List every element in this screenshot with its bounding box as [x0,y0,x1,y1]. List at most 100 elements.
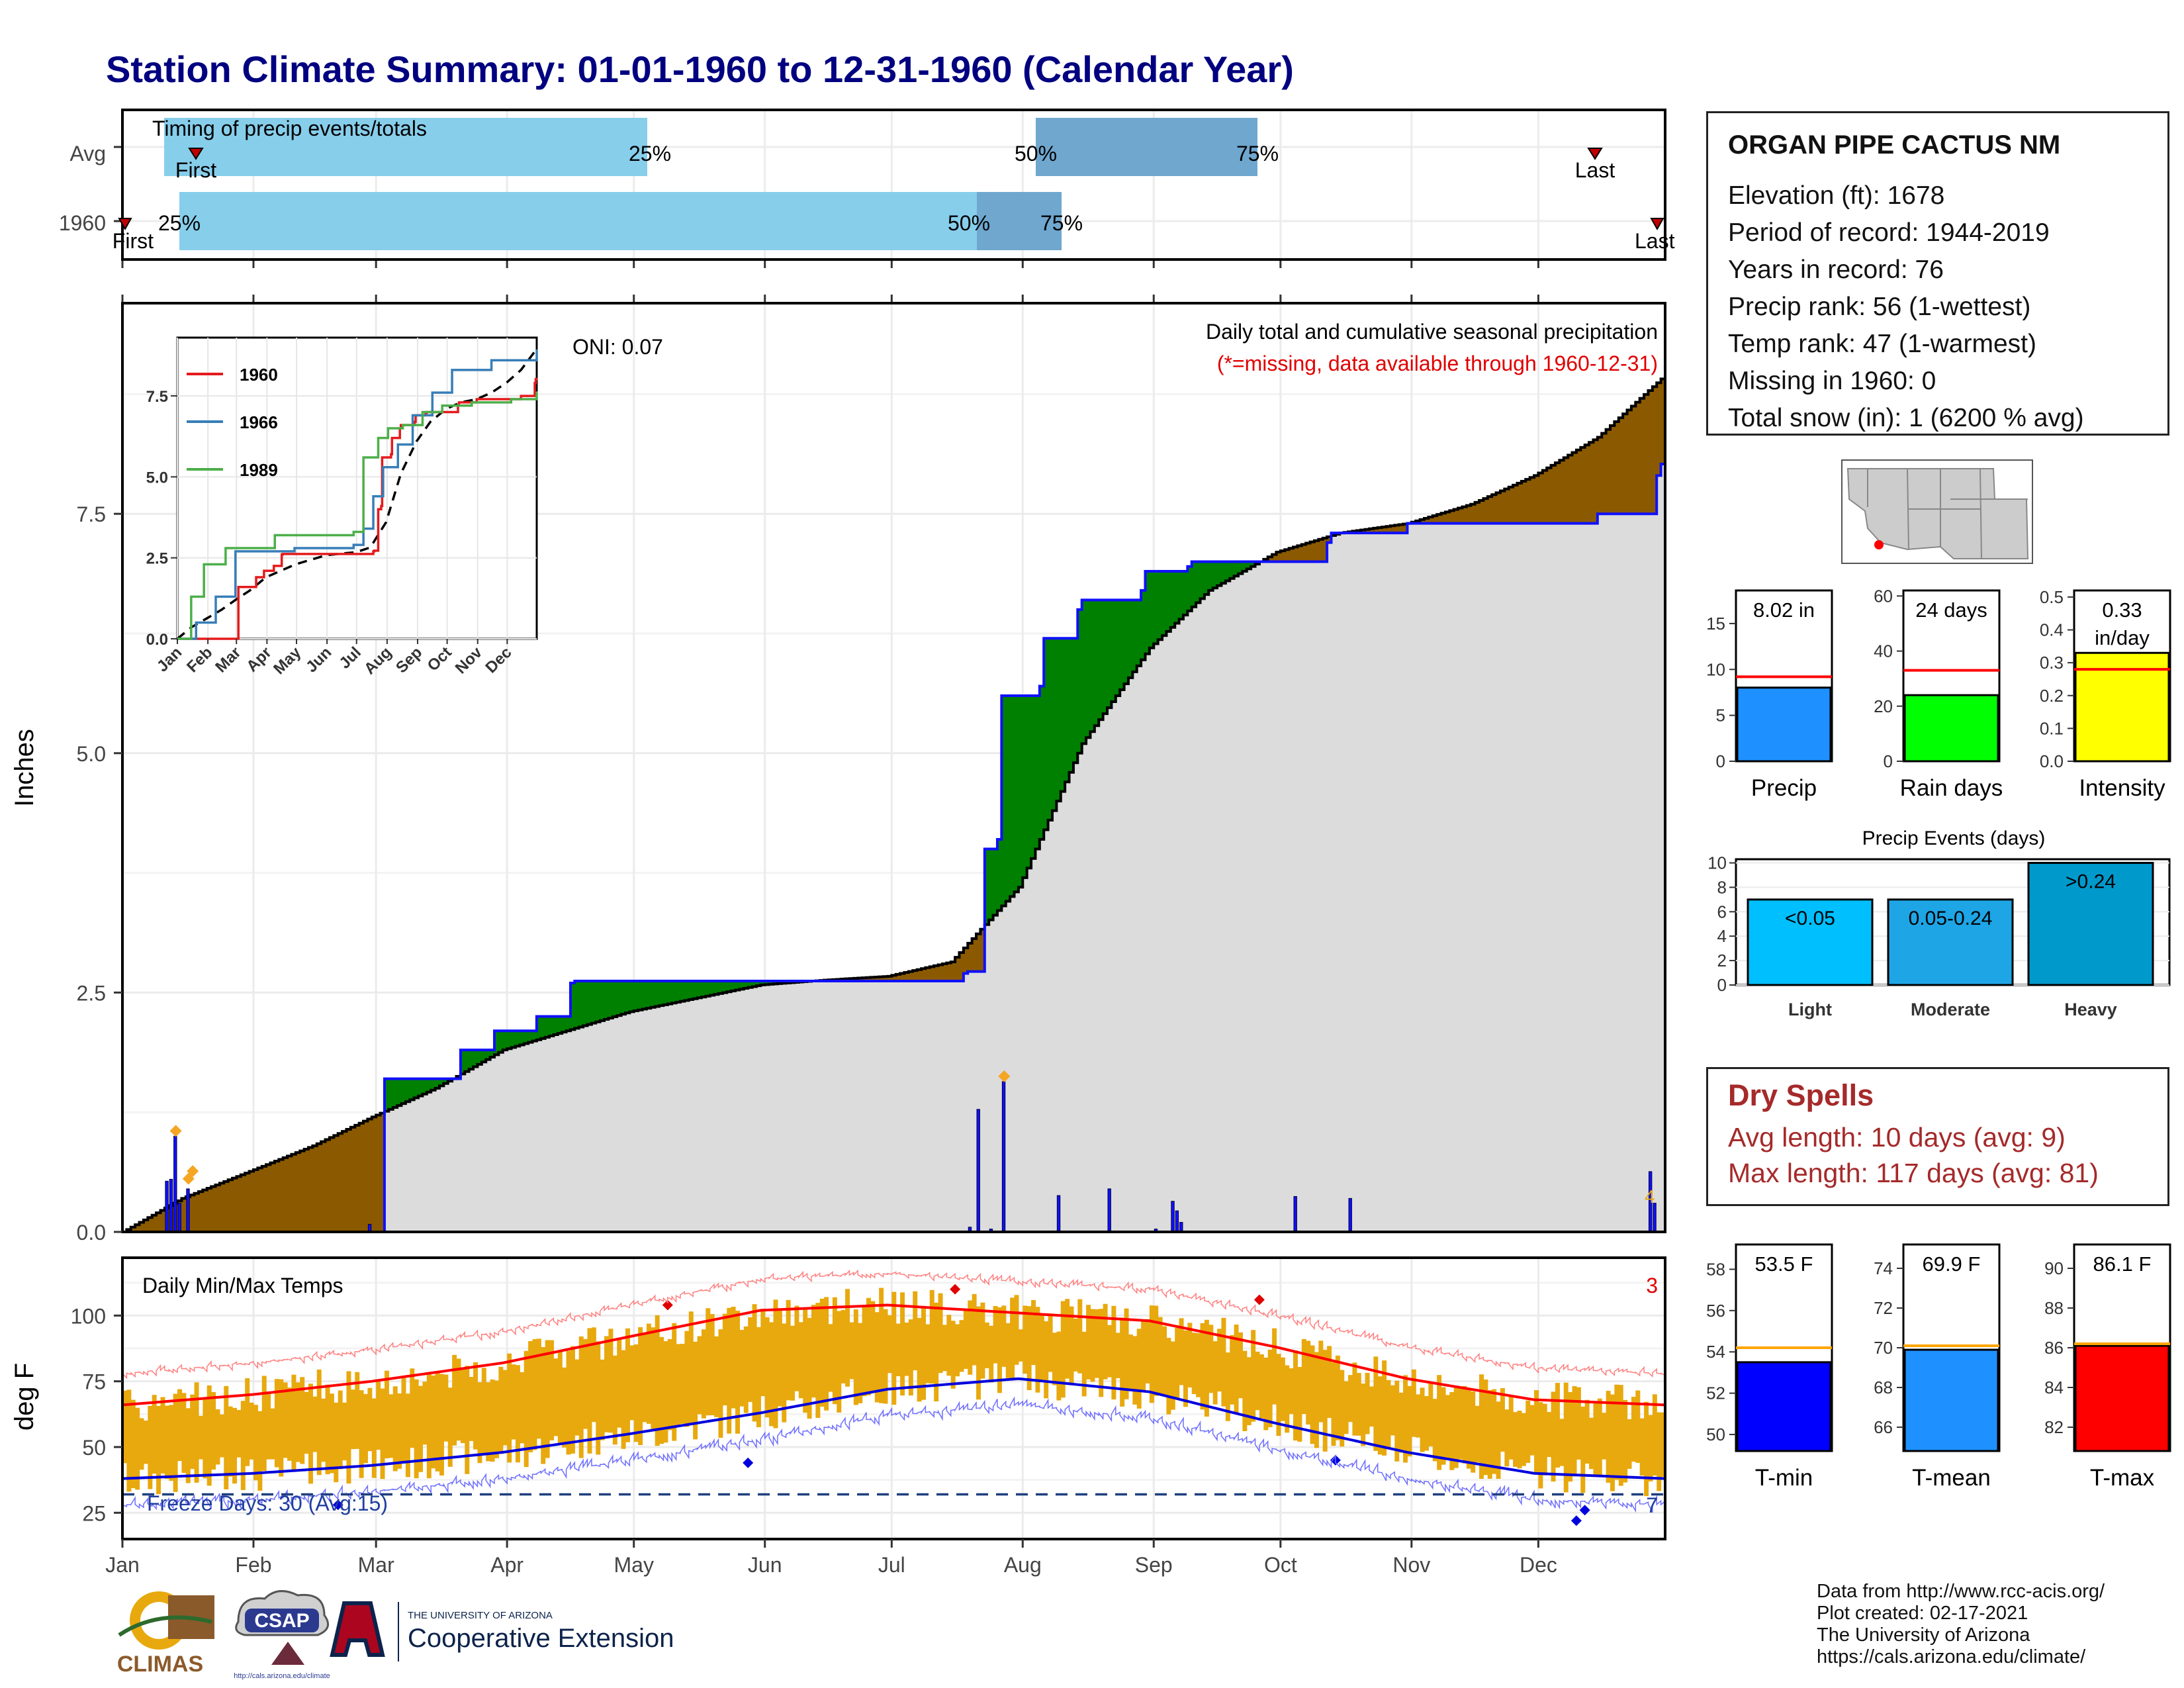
daily-precip-bar [1179,1222,1183,1232]
daily-temp-bar [1542,1403,1547,1476]
daily-temp-bar [321,1398,326,1462]
credit-url: https://cals.arizona.edu/climate/ [1817,1646,2086,1667]
daily-temp-bar [460,1368,465,1444]
daily-temp-bar [240,1401,246,1490]
daily-temp-bar [895,1323,901,1377]
daily-precip-bar [177,1203,181,1232]
daily-temp-bar [764,1317,770,1418]
daily-temp-bar [346,1371,351,1484]
mini-bar-tick-label: 0.0 [2040,751,2064,771]
daily-temp-bar [236,1410,242,1458]
daily-temp-bar [1563,1382,1569,1493]
daily-temp-bar [152,1395,157,1474]
daily-temp-bar [1069,1306,1074,1383]
daily-temp-bar [651,1327,656,1429]
station-name: ORGAN PIPE CACTUS NM [1728,130,2061,160]
daily-temp-bar [1352,1362,1357,1436]
daily-temp-bar [245,1378,250,1466]
avg-p25-label: 25% [629,142,671,165]
daily-temp-bar [1331,1362,1336,1446]
daily-temp-bar [1005,1323,1011,1378]
daily-temp-bar [1525,1400,1531,1463]
precip-annotation: Daily total and cumulative seasonal prec… [1206,320,1658,344]
daily-temp-bar [1382,1360,1387,1456]
daily-temp-bar [879,1288,884,1403]
daily-temp-bar [786,1299,791,1401]
daily-temp-bar [1183,1330,1188,1407]
daily-temp-bar [532,1338,537,1450]
daily-temp-bar [363,1393,369,1464]
daily-temp-bar [993,1305,998,1364]
mini-bar-tick-label: 0 [1884,751,1893,771]
mini-bar-tick-label: 86 [2044,1338,2064,1358]
daily-temp-bar [841,1309,846,1383]
daily-temp-bar [557,1350,563,1443]
daily-temp-bar [1407,1385,1412,1457]
inset-legend-1989: 1989 [240,460,278,480]
daily-temp-bar [989,1325,994,1383]
mini-bar-value-label: 86.1 F [2093,1252,2152,1276]
mini-bar-tick-label: 58 [1706,1259,1725,1279]
daily-temp-bar [1306,1340,1311,1425]
daily-temp-bar [1644,1401,1649,1497]
mini-bar-value [2074,651,2170,763]
precip-chart: 0.0 2.5 5.0 7.5 Inches Daily total and cumu… [10,295,1666,1244]
precip-event-bar-label: 0.05-0.24 [1909,908,1993,929]
csap-url: http://cals.arizona.edu/climate [234,1672,330,1680]
daily-temp-bar [291,1374,296,1471]
daily-temp-bar [376,1379,381,1450]
daily-temp-bar [1179,1318,1184,1385]
daily-temp-bar [1301,1338,1306,1415]
daily-temp-bar [1187,1323,1193,1387]
daily-temp-bar [1026,1306,1032,1391]
month-label: Dec [1520,1553,1557,1577]
1960-p25-label: 25% [158,211,201,235]
daily-temp-bar [325,1384,330,1475]
oni-value: ONI: 0.07 [572,335,663,359]
inset-ytick-label: 7.5 [146,388,168,406]
mini-bar-tick-label: 0.3 [2040,653,2064,673]
daily-temp-bar [1289,1368,1294,1415]
daily-temp-bar [1073,1319,1078,1372]
daily-temp-bar [1018,1329,1023,1362]
station-snow: Total snow (in): 1 (6200 % avg) [1728,404,2084,432]
mini-bar-value [2074,1344,2170,1452]
month-label: Nov [1392,1553,1430,1577]
inset-chart: 1960 1966 1989 0.02.55.07.5JanFebMarAprM… [146,336,538,678]
daily-temp-bar [917,1317,922,1402]
daily-temp-bar [338,1390,343,1470]
timing-panel: Timing of precip events/totals Avg 1960 … [59,109,1675,268]
daily-temp-bar [600,1359,605,1440]
daily-temp-bar [418,1385,424,1472]
daily-temp-bar [1099,1309,1104,1397]
daily-temp-bar [866,1297,871,1395]
daily-temp-bar [1234,1324,1239,1413]
daily-temp-bar [997,1307,1002,1393]
freeze-days: Freeze Days: 30 (Avg:15) [147,1491,388,1515]
daily-temp-bar [1576,1387,1581,1460]
daily-temp-bar [469,1377,474,1441]
daily-temp-bar [629,1345,635,1421]
daily-temp-bar [422,1382,428,1445]
daily-temp-bar [1191,1333,1197,1394]
inset-1989-line [177,391,538,640]
daily-temp-bar [481,1368,486,1456]
daily-temp-bar [1504,1409,1510,1467]
dry-spells-avg: Avg length: 10 days (avg: 9) [1728,1122,2066,1152]
daily-temp-bar [1086,1305,1091,1380]
daily-temp-bar [1365,1372,1370,1434]
precip-events-chart: Precip Events (days) 0 2 4 6 8 10 <0.05 Light 0.0… [1707,827,2171,1019]
daily-temp-bar [583,1338,588,1429]
daily-temp-bar [1496,1401,1501,1479]
daily-temp-bar [617,1338,622,1428]
daily-temp-bar [1014,1295,1019,1365]
precip-events-tick-label: 2 [1717,951,1727,970]
mini-bar-value-label: 53.5 F [1755,1252,1813,1276]
daily-temp-bar [612,1355,617,1445]
daily-temp-bar [139,1418,144,1470]
mini-bar-tick-label: 88 [2044,1298,2064,1318]
daily-temp-bar [959,1320,964,1372]
daily-temp-bar [714,1336,719,1417]
daily-temp-bar [228,1406,233,1477]
1960-last-label: Last [1635,229,1675,253]
